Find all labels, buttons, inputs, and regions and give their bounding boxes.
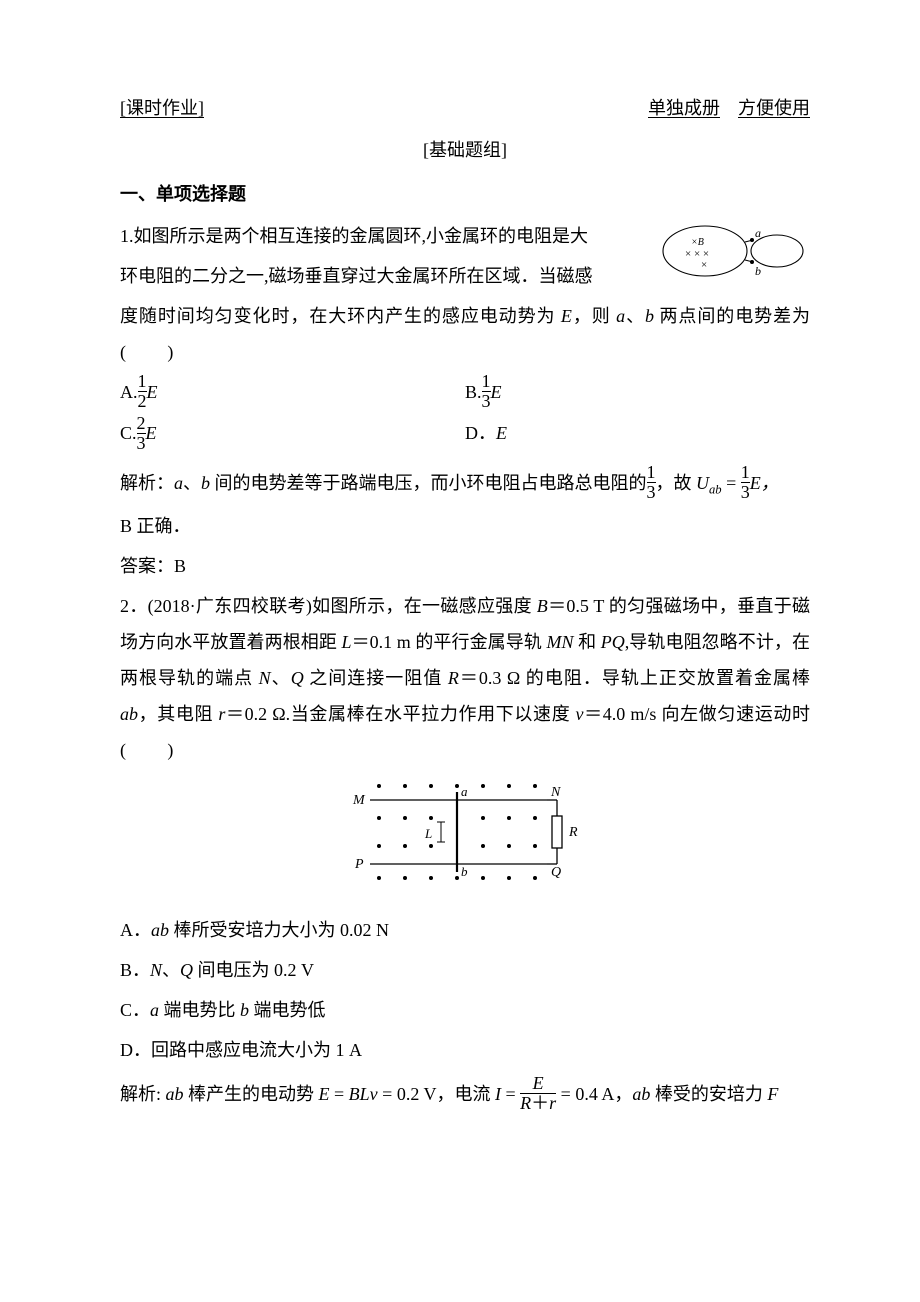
section-title: [基础题组] bbox=[120, 132, 810, 168]
q1-answer: 答案：B bbox=[120, 548, 810, 584]
rings-diagram-icon: ×B × × × × a b bbox=[655, 222, 810, 280]
svg-text:N: N bbox=[550, 785, 561, 800]
q1-stem-line3: 度随时间均匀变化时，在大环内产生的感应电动势为 E，则 a、b 两点间的电势差为… bbox=[120, 298, 810, 370]
header-right: 单独成册方便使用 bbox=[648, 90, 810, 126]
header-right-a: 单独成册 bbox=[648, 98, 720, 118]
q1-options-row-2: C.23E D．E bbox=[120, 415, 810, 454]
header-right-b: 方便使用 bbox=[738, 98, 810, 118]
q1-option-c: C.23E bbox=[120, 415, 465, 454]
q2-option-d: D．回路中感应电流大小为 1 A bbox=[120, 1032, 810, 1068]
q2-explanation: 解析: ab 棒产生的电动势 E = BLv = 0.2 V，电流 I = ER… bbox=[120, 1076, 810, 1115]
svg-text:L: L bbox=[424, 826, 432, 841]
question-2: 2．(2018·广东四校联考)如图所示，在一磁感应强度 B＝0.5 T 的匀强磁… bbox=[120, 588, 810, 1115]
q1-option-d: D．E bbox=[465, 415, 810, 454]
svg-text:M: M bbox=[352, 793, 366, 808]
q1-option-a: A.12E bbox=[120, 374, 465, 413]
svg-text:×B: ×B bbox=[691, 237, 704, 248]
q1-explanation-2: B 正确． bbox=[120, 508, 810, 544]
q2-option-b: B．N、Q 间电压为 0.2 V bbox=[120, 952, 810, 988]
svg-text:Q: Q bbox=[551, 865, 561, 880]
q2-figure: M N P Q a b L R bbox=[120, 772, 810, 904]
svg-text:a: a bbox=[755, 226, 761, 240]
svg-text:R: R bbox=[568, 825, 578, 840]
svg-text:a: a bbox=[461, 784, 468, 799]
q2-option-c: C．a 端电势比 b 端电势低 bbox=[120, 992, 810, 1028]
header-row: [课时作业] 单独成册方便使用 bbox=[120, 90, 810, 126]
q2-option-a: A．ab 棒所受安培力大小为 0.02 N bbox=[120, 912, 810, 948]
q2-stem: 2．(2018·广东四校联考)如图所示，在一磁感应强度 B＝0.5 T 的匀强磁… bbox=[120, 588, 810, 768]
part-heading: 一、单项选择题 bbox=[120, 176, 810, 212]
rails-diagram-icon: M N P Q a b L R bbox=[335, 772, 595, 892]
q1-figure: ×B × × × × a b bbox=[655, 222, 810, 280]
question-1: ×B × × × × a b 1.如图所示是两个相互连接的金属圆环,小金属环的电… bbox=[120, 218, 810, 584]
svg-text:×: × bbox=[701, 259, 707, 271]
q1-options-row-1: A.12E B.13E bbox=[120, 374, 810, 413]
svg-text:b: b bbox=[461, 864, 468, 879]
q1-explanation: 解析：a、b 间的电势差等于路端电压，而小环电阻占电路总电阻的13，故 Uab … bbox=[120, 465, 810, 504]
q1-option-b: B.13E bbox=[465, 374, 810, 413]
svg-text:P: P bbox=[354, 857, 364, 872]
header-left: [课时作业] bbox=[120, 90, 204, 126]
svg-text:b: b bbox=[755, 264, 761, 278]
